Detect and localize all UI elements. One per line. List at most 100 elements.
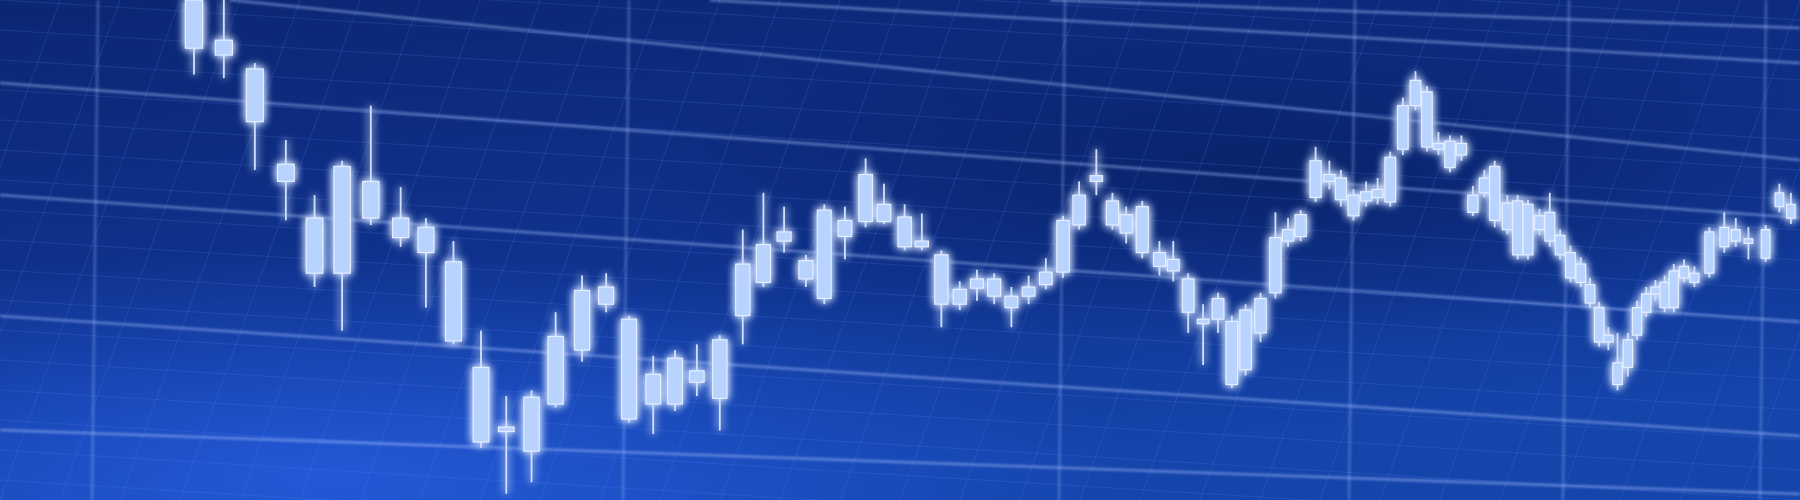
grid-line — [90, 0, 100, 500]
candlestick — [897, 204, 912, 251]
fine-grid-line — [1199, 0, 1381, 500]
candle-body — [214, 39, 234, 56]
candlestick — [645, 355, 662, 434]
candlestick — [1689, 266, 1700, 288]
candlestick — [1668, 264, 1679, 313]
candlestick — [1239, 304, 1252, 376]
candlestick — [1309, 146, 1322, 203]
grid-line — [0, 428, 1800, 496]
candle-body — [1603, 334, 1614, 343]
candle-body — [1678, 265, 1690, 279]
candlestick — [1467, 185, 1479, 216]
fine-grid-line — [59, 0, 241, 500]
fine-grid-line — [1139, 0, 1321, 500]
candle-body — [547, 335, 564, 405]
candle-body — [914, 240, 930, 248]
grid-line — [0, 193, 1800, 324]
candlestick — [1584, 277, 1596, 308]
candle-body — [876, 203, 892, 223]
candle-body — [1409, 79, 1422, 107]
candlestick — [1622, 332, 1634, 377]
fine-grid-line — [839, 0, 1021, 500]
candle-body — [1254, 297, 1267, 334]
candlestick — [667, 350, 683, 411]
candlestick — [1281, 218, 1295, 247]
candle-body — [688, 370, 705, 383]
candlestick — [1396, 97, 1409, 155]
candle-body — [934, 254, 949, 305]
candlestick — [1544, 192, 1556, 247]
candlestick — [1678, 259, 1690, 283]
candlestick — [969, 269, 985, 301]
candle-body — [391, 217, 410, 239]
candle-body — [1166, 258, 1180, 272]
candlestick — [497, 396, 515, 494]
grid-line — [1049, 0, 1800, 30]
candle-body — [245, 68, 264, 123]
grid-line — [709, 0, 1800, 65]
candlestick — [391, 187, 410, 247]
candlestick — [1641, 287, 1652, 317]
candle-body — [1196, 318, 1210, 325]
candlestick — [444, 241, 462, 345]
candlestick — [276, 140, 295, 221]
fine-grid-line — [0, 269, 1800, 381]
fine-grid-line — [0, 149, 1800, 261]
candle-body — [1421, 91, 1433, 148]
candlestick — [735, 229, 751, 345]
candlestick — [1631, 300, 1643, 340]
candle-body — [1489, 165, 1501, 221]
candle-body — [1072, 194, 1086, 226]
candlestick — [1371, 177, 1384, 205]
candlestick — [333, 160, 351, 331]
candlestick — [1603, 327, 1614, 351]
candle-body — [472, 366, 490, 443]
candlestick — [1254, 292, 1267, 343]
candlestick — [1196, 304, 1210, 366]
candlestick — [1166, 241, 1180, 282]
candle-body — [1544, 211, 1556, 242]
fine-grid-line — [659, 0, 841, 500]
candlestick — [1269, 212, 1282, 299]
fine-grid-line — [0, 419, 1318, 500]
candle-body — [444, 261, 462, 342]
candle-body — [1612, 362, 1623, 386]
candle-body — [1281, 229, 1295, 242]
candlestick — [858, 158, 873, 228]
candle-body — [1575, 263, 1587, 283]
candle-body — [1730, 229, 1741, 242]
fine-grid-line — [1019, 0, 1201, 500]
candle-body — [645, 373, 662, 405]
grid-line — [229, 0, 1800, 162]
candlestick — [362, 105, 380, 226]
candlestick — [1181, 273, 1195, 333]
candlestick — [1119, 206, 1133, 244]
fine-grid-line — [0, 449, 827, 500]
candle-body — [1038, 271, 1053, 286]
candlestick — [1004, 287, 1019, 328]
candle-body — [1641, 293, 1652, 313]
fine-grid-line — [239, 0, 421, 500]
candle-body — [1181, 278, 1195, 313]
candlestick — [1089, 149, 1104, 196]
fine-grid-line — [0, 29, 1800, 141]
candlestick — [1334, 169, 1347, 207]
fine-grid-line — [0, 329, 1800, 441]
candle-body — [1211, 297, 1225, 320]
candlestick — [776, 206, 792, 253]
candlestick — [798, 254, 814, 288]
fine-grid-line — [0, 299, 1800, 411]
fine-grid-line — [0, 389, 1800, 500]
candlestick — [1294, 210, 1307, 242]
candlestick — [1347, 189, 1360, 221]
candlestick — [1489, 160, 1501, 228]
candle-body — [1512, 200, 1524, 256]
candle-body — [1360, 191, 1373, 202]
candlestick — [1225, 315, 1239, 389]
candlestick — [1730, 218, 1741, 247]
candlestick — [1512, 195, 1524, 260]
fine-grid-line — [0, 0, 1800, 111]
candle-body — [1650, 286, 1661, 295]
candlestick — [688, 344, 705, 397]
candle-body — [735, 263, 751, 317]
